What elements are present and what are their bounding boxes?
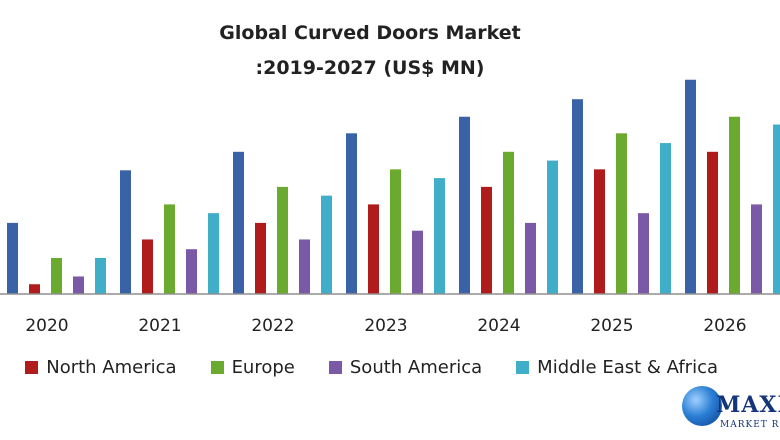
legend-swatch-south-america (328, 360, 342, 374)
bar-south-america-2021 (186, 249, 197, 294)
bar-europe-2024 (503, 151, 514, 294)
bar-south-america-2022 (299, 239, 310, 294)
legend-swatch-europe (210, 360, 224, 374)
chart-title-line1: Global Curved Doors Market (219, 22, 521, 44)
x-tick-labels: 2020 2021 2022 2023 2024 2025 2026 (25, 316, 746, 336)
bar-north-america-2026 (707, 151, 718, 294)
legend-label-middle-east-africa: Middle East & Africa (537, 356, 719, 378)
bar-europe-2020 (51, 257, 62, 294)
maximize-logo: MAXIM MARKET R (676, 384, 780, 440)
bar-south-america-2024 (525, 222, 536, 294)
bar-south-america-2026 (751, 204, 762, 294)
x-tick-label-2024: 2024 (477, 316, 520, 336)
legend-swatch-north-america (25, 360, 39, 374)
bars-group (7, 79, 780, 295)
bar-middle-east-and-africa-2024 (547, 160, 558, 294)
bar-north-america-2022 (255, 222, 266, 294)
bar-middle-east-and-africa-2021 (208, 213, 219, 294)
legend-item-europe: Europe (210, 356, 295, 378)
x-tick-label-2021: 2021 (138, 316, 181, 336)
legend-item-south-america: South America (328, 356, 483, 378)
bar-asia-pacific-2022 (233, 151, 244, 294)
x-tick-label-2023: 2023 (364, 316, 407, 336)
bar-middle-east-and-africa-2022 (321, 195, 332, 294)
bar-asia-pacific-2023 (346, 133, 357, 294)
bar-europe-2025 (616, 133, 627, 294)
bar-asia-pacific-2020 (7, 222, 18, 294)
legend-swatch-middle-east-africa (516, 360, 530, 374)
legend-item-middle-east-africa: Middle East & Africa (516, 357, 718, 378)
bar-asia-pacific-2021 (120, 170, 131, 294)
bar-north-america-2024 (481, 186, 492, 294)
bar-asia-pacific-2026 (685, 79, 696, 294)
bar-middle-east-and-africa-2026 (773, 124, 780, 295)
bar-south-america-2025 (638, 213, 649, 294)
bar-europe-2022 (277, 186, 288, 294)
bar-north-america-2020 (29, 284, 40, 294)
bar-middle-east-and-africa-2020 (95, 257, 106, 294)
x-tick-label-2025: 2025 (590, 316, 633, 336)
bar-europe-2023 (390, 169, 401, 294)
bar-middle-east-and-africa-2025 (660, 143, 671, 294)
bar-asia-pacific-2025 (572, 99, 583, 294)
chart-legend: fic North America Europe South America M… (0, 356, 752, 378)
bar-north-america-2021 (142, 239, 153, 294)
logo-text: MAXIM (716, 392, 780, 418)
bar-middle-east-and-africa-2023 (434, 178, 445, 294)
x-tick-label-2022: 2022 (251, 316, 294, 336)
x-tick-label-2026: 2026 (703, 316, 746, 336)
x-tick-label-2020: 2020 (25, 316, 68, 336)
bar-north-america-2023 (368, 204, 379, 294)
legend-label-south-america: South America (349, 356, 483, 378)
bar-south-america-2020 (73, 276, 84, 294)
chart-title-line2: :2019-2027 (US$ MN) (255, 57, 485, 79)
bar-south-america-2023 (412, 230, 423, 294)
legend-item-north-america: North America (25, 356, 177, 378)
bar-north-america-2025 (594, 169, 605, 294)
logo-subtext: MARKET R (720, 420, 780, 430)
legend-label-north-america: North America (46, 356, 177, 378)
bar-europe-2021 (164, 204, 175, 294)
bar-asia-pacific-2024 (459, 116, 470, 294)
globe-icon (682, 386, 722, 426)
legend-label-europe: Europe (231, 356, 295, 378)
bar-europe-2026 (729, 116, 740, 294)
